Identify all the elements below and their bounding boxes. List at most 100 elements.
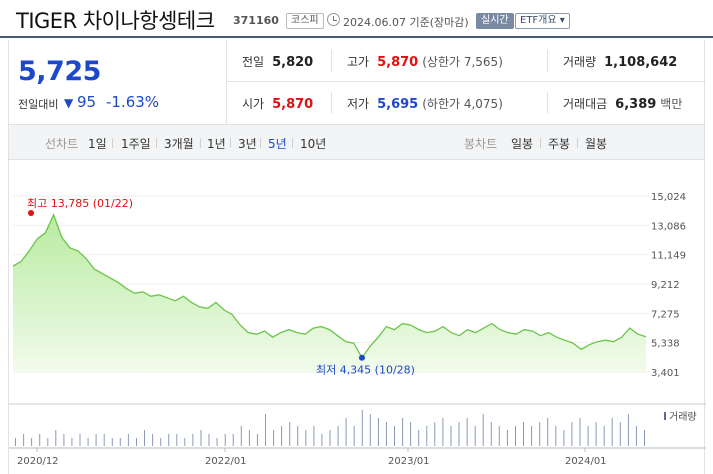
volume-bar	[71, 438, 73, 446]
tab-weekly-candle[interactable]: 주봉	[548, 137, 571, 151]
volume-bar	[119, 438, 121, 446]
volume-bar	[103, 434, 105, 446]
tab-daily-candle[interactable]: 일봉	[511, 137, 534, 151]
current-price-box: 5,725 전일대비 ▼ 95 -1.63%	[9, 40, 227, 124]
live-button[interactable]: 실시간	[476, 13, 514, 29]
volume-bar	[385, 422, 387, 446]
volume-bar	[547, 418, 549, 446]
quote-row-2: 시가 5,870 저가 5,695 (하한가 4,075) 거래대금 6,389 백만	[227, 82, 706, 124]
market-badge: 코스피	[286, 13, 324, 29]
volume: 거래량 1,108,642	[563, 40, 677, 82]
price-chart: 15,024 13,086 11,149 9,212 7,275 5,338 3,401 최…	[8, 160, 706, 474]
volume-bar	[474, 426, 476, 446]
volume-bar	[587, 426, 589, 446]
prev-close-value: 5,820	[272, 55, 314, 70]
asof-text: 2024.06.07 기준(장마감)	[343, 14, 469, 30]
volume-bar	[377, 418, 379, 446]
chart-svg: 15,024 13,086 11,149 9,212 7,275 5,338 3,401 최…	[9, 192, 706, 467]
etf-overview-dropdown[interactable]: ETF개요 ▾	[515, 13, 570, 29]
volume-bar	[136, 438, 137, 446]
volume-bar	[402, 418, 404, 446]
tab-3-months[interactable]: 3개월	[164, 137, 194, 151]
open-label: 시가	[242, 97, 265, 111]
y-tick-label: 7,275	[651, 309, 680, 320]
candle-chart-label: 봉차트	[464, 137, 498, 151]
volume-bar	[15, 438, 16, 446]
change-value: 95	[77, 93, 97, 111]
volume-bar	[313, 426, 315, 446]
volume-bar	[168, 434, 170, 446]
volume-bar	[523, 422, 524, 446]
volume-bar	[434, 422, 436, 446]
volume-bar	[563, 430, 565, 446]
volume-bar	[240, 426, 242, 446]
volume-bar	[531, 426, 533, 446]
tab-monthly-candle[interactable]: 월봉	[585, 137, 608, 151]
tab-divider	[577, 138, 578, 148]
volume-bar	[579, 418, 581, 446]
price-line	[12, 213, 647, 359]
asof-note: 기준(장마감)	[409, 16, 469, 29]
volume-bar	[458, 422, 460, 446]
volume-bar	[595, 422, 597, 446]
volume-bar	[55, 430, 57, 446]
volume-bar	[160, 438, 162, 446]
tab-1-week[interactable]: 1주일	[121, 137, 151, 151]
change-label: 전일대비	[18, 98, 59, 111]
tab-10-years[interactable]: 10년	[300, 137, 327, 151]
divider	[547, 50, 548, 72]
tab-1-day[interactable]: 1일	[88, 137, 107, 151]
volume-bar	[248, 430, 250, 446]
tab-1-year[interactable]: 1년	[207, 137, 226, 151]
volume-bar	[539, 422, 541, 446]
volume-bar	[466, 418, 468, 446]
low-value: 5,695	[377, 97, 419, 112]
volume-bar	[450, 426, 452, 446]
volume-bar	[23, 434, 25, 446]
high-label: 고가	[347, 55, 370, 69]
volume-bar	[208, 434, 210, 446]
volume-bar	[144, 430, 145, 446]
volume-bar	[305, 430, 307, 446]
volume-bar	[152, 434, 154, 446]
volume-bar	[63, 434, 65, 446]
x-tick-label: 2020/12	[17, 456, 59, 467]
volume-bar	[515, 426, 516, 446]
tab-divider	[112, 138, 113, 148]
volume-bar	[265, 414, 266, 446]
upper-limit: (상한가 7,565)	[422, 55, 503, 69]
volume-bar	[619, 422, 621, 446]
volume-bar	[232, 434, 234, 446]
low-marker	[358, 354, 365, 361]
volume-bar	[571, 422, 573, 446]
trade-amount-value: 6,389	[615, 97, 657, 112]
tab-divider	[230, 138, 231, 148]
volume-bar	[418, 430, 420, 446]
volume-bar	[603, 426, 605, 446]
volume-bar	[192, 434, 194, 446]
volume-bar	[498, 426, 500, 446]
current-price: 5,725	[18, 56, 101, 87]
lower-limit: (하한가 4,075)	[422, 97, 503, 111]
volume-value: 1,108,642	[604, 55, 678, 70]
divider	[331, 50, 332, 72]
chart-tab-bar: 선차트 1일 1주일 3개월 1년 3년 5년 10년 봉차트 일봉 주봉 월봉	[8, 124, 705, 160]
volume-bar	[256, 434, 258, 446]
tab-5-years[interactable]: 5년	[268, 137, 287, 151]
prev-close-label: 전일	[242, 55, 265, 69]
volume-bar	[394, 426, 395, 446]
volume-bar	[289, 422, 291, 446]
line-chart-label: 선차트	[45, 137, 79, 151]
volume-bar	[39, 434, 41, 446]
low-price: 저가 5,695 (하한가 4,075)	[347, 82, 503, 124]
divider	[547, 92, 548, 114]
volume-bar	[410, 422, 412, 446]
y-tick-label: 9,212	[651, 280, 680, 291]
volume-bar	[79, 434, 81, 446]
low-annotation: 최저 4,345 (10/28)	[316, 364, 415, 377]
y-tick-label: 5,338	[651, 339, 680, 350]
volume-bar	[281, 426, 283, 446]
high-price: 고가 5,870 (상한가 7,565)	[347, 40, 503, 82]
tab-3-years[interactable]: 3년	[238, 137, 257, 151]
volume-label: 거래량	[563, 55, 597, 69]
